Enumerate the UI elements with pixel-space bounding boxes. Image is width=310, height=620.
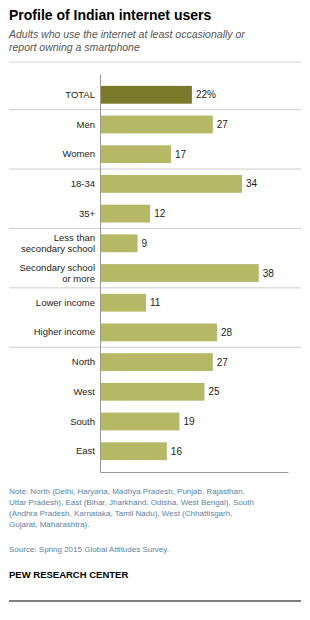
y-tick: Higher income: [34, 326, 100, 337]
data-label: 16: [171, 446, 183, 457]
text-line: Women: [62, 148, 95, 159]
y-tick: Men: [77, 119, 100, 130]
text-line: East: [76, 445, 95, 456]
separator: [9, 228, 301, 229]
text-line: South: [70, 416, 95, 427]
text-line: secondary school: [21, 243, 95, 254]
text-line: Gujarat, Maharashtra).: [9, 520, 89, 529]
text-line: Uttar Pradesh), East (Bihar, Jharkhand, …: [9, 498, 254, 507]
y-tick-label: Less thansecondary school: [21, 232, 95, 254]
y-tick-label: Men: [77, 119, 95, 130]
separator: [9, 287, 301, 288]
data-labels: 22% 27 17 34 12 9 38 11 28 27 25 19 16: [142, 89, 275, 456]
data-label: 27: [217, 119, 229, 130]
y-tick: 35+: [79, 208, 100, 219]
text-line: Secondary school: [19, 262, 95, 273]
bar: [100, 116, 213, 134]
subtitle: Adults who use the internet at least occ…: [8, 28, 245, 53]
data-label: 25: [208, 386, 220, 397]
text-line: Men: [77, 119, 95, 130]
bar: [100, 205, 150, 223]
y-tick-label: Secondary schoolor more: [19, 262, 95, 284]
data-label: 27: [217, 357, 229, 368]
y-tick-label: Higher income: [34, 326, 95, 337]
y-tick: Secondary schoolor more: [19, 262, 100, 284]
y-tick: West: [74, 386, 100, 397]
y-tick: South: [70, 416, 100, 427]
y-tick: East: [76, 445, 100, 456]
text-line: West: [74, 386, 96, 397]
y-tick-label: West: [74, 386, 96, 397]
bars: [100, 86, 259, 460]
bar: [100, 294, 146, 312]
bar: [100, 442, 167, 460]
y-tick-label: Lower income: [36, 297, 95, 308]
data-label: 17: [175, 149, 187, 160]
bar: [100, 264, 259, 282]
bar: [100, 383, 204, 401]
y-tick: Women: [62, 148, 100, 159]
text-line: Adults who use the internet at least occ…: [8, 28, 245, 40]
bar: [100, 353, 213, 371]
bar: [100, 175, 242, 193]
text-line: Lower income: [36, 297, 95, 308]
bar: [100, 145, 171, 163]
text-line: North: [72, 356, 95, 367]
y-tick: Lower income: [36, 297, 100, 308]
text-line: Higher income: [34, 326, 95, 337]
separator: [9, 347, 301, 348]
text-line: Note: North (Delhi, Haryana, Madhya Prad…: [9, 487, 245, 496]
chart: Profile of Indian internet users Adults w…: [0, 0, 310, 620]
bar: [100, 413, 179, 431]
bar: [100, 323, 217, 341]
separator: [9, 109, 301, 110]
y-axis-line: [100, 75, 101, 473]
x-axis-line: [101, 472, 289, 473]
y-tick-label: North: [72, 356, 95, 367]
note: Note: North (Delhi, Haryana, Madhya Prad…: [9, 487, 254, 529]
separator: [9, 169, 301, 170]
y-tick: TOTAL: [65, 89, 100, 100]
bar: [100, 234, 138, 252]
y-tick-label: 18-34: [71, 178, 95, 189]
y-tick-label: Women: [62, 148, 95, 159]
text-line: TOTAL: [65, 89, 95, 100]
bar: [100, 86, 192, 104]
title: Profile of Indian internet users: [9, 7, 211, 23]
text-line: 35+: [79, 208, 96, 219]
data-label: 34: [246, 178, 258, 189]
y-tick: Less thansecondary school: [21, 232, 100, 254]
x-axis: [101, 472, 289, 473]
data-label: 28: [221, 327, 233, 338]
y-tick: North: [72, 356, 100, 367]
data-label: 9: [142, 238, 148, 249]
source: Source: Spring 2015 Global Attitudes Sur…: [9, 545, 169, 554]
data-label: 19: [183, 416, 195, 427]
y-tick: 18-34: [71, 178, 100, 189]
y-axis: TOTAL Men Women 18-34 35+ Less thansecondary …: [19, 75, 100, 473]
y-tick-label: 35+: [79, 208, 96, 219]
text-line: or more: [62, 273, 95, 284]
text-line: Less than: [54, 232, 95, 243]
text-line: (Andhra Pradesh, Karnataka, Tamil Nadu),…: [9, 509, 232, 518]
y-tick-label: South: [70, 416, 95, 427]
data-label: 11: [150, 297, 161, 308]
bottom-rule: [9, 600, 301, 601]
text-line: 18-34: [71, 178, 95, 189]
y-tick-label: TOTAL: [65, 89, 95, 100]
data-label: 12: [154, 208, 166, 219]
text-line: report owning a smartphone: [9, 41, 140, 53]
divider: [9, 62, 301, 63]
credit: PEW RESEARCH CENTER: [9, 569, 128, 580]
data-label: 38: [263, 268, 275, 279]
data-label: 22%: [196, 89, 216, 100]
y-tick-label: East: [76, 445, 95, 456]
